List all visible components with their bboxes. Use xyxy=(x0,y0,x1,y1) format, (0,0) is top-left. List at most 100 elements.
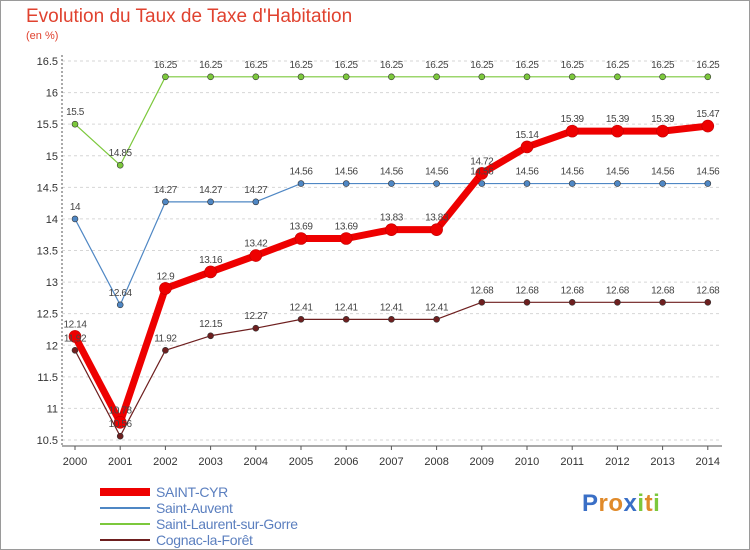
y-tick-label: 16 xyxy=(46,88,58,100)
data-point xyxy=(116,161,124,169)
data-label: 12.15 xyxy=(199,319,223,330)
data-point xyxy=(568,180,576,187)
data-label: 16.25 xyxy=(425,60,449,71)
data-label: 12.41 xyxy=(289,302,313,313)
data-point xyxy=(113,416,127,429)
data-label: 15.39 xyxy=(651,114,675,125)
series-cognac-la-for-t xyxy=(71,298,712,440)
data-point xyxy=(388,316,395,323)
data-point xyxy=(159,282,172,295)
data-point xyxy=(116,301,124,309)
legend-label: Saint-Auvent xyxy=(156,500,233,516)
data-point xyxy=(659,73,666,81)
data-point xyxy=(204,265,217,279)
data-label: 14.56 xyxy=(289,167,313,178)
data-point xyxy=(388,73,395,81)
data-point xyxy=(523,180,531,187)
y-tick-label: 12 xyxy=(46,340,58,352)
data-point xyxy=(433,316,440,323)
data-label: 14.56 xyxy=(515,167,539,178)
data-label: 16.25 xyxy=(335,60,359,71)
data-label: 15.5 xyxy=(66,107,85,118)
data-label: 16.25 xyxy=(561,60,585,71)
data-point xyxy=(430,223,443,236)
data-point xyxy=(249,249,263,262)
logo-letter: i xyxy=(637,490,645,517)
data-label: 15.39 xyxy=(606,114,630,125)
data-label: 13.69 xyxy=(289,221,313,232)
data-label: 12.64 xyxy=(109,288,133,299)
data-label: 12.41 xyxy=(335,302,359,313)
data-point xyxy=(252,73,260,81)
data-label: 14.56 xyxy=(696,167,720,178)
data-label: 15.47 xyxy=(696,109,720,120)
x-tick-label: 2011 xyxy=(560,456,584,468)
data-point xyxy=(656,124,669,138)
series-saint-laurent-sur-gorre xyxy=(71,73,712,169)
data-label: 12.41 xyxy=(425,302,449,313)
data-label: 14.27 xyxy=(244,185,268,196)
data-label: 12.68 xyxy=(696,285,720,296)
x-tick-label: 2010 xyxy=(515,456,539,468)
data-point xyxy=(162,73,169,81)
data-label: 15.14 xyxy=(515,130,539,141)
data-label: 14.27 xyxy=(199,185,223,196)
data-label: 14.56 xyxy=(380,167,404,178)
data-label: 12.27 xyxy=(244,311,268,322)
data-point xyxy=(704,73,712,81)
data-point xyxy=(71,120,79,128)
series-saint-auvent xyxy=(71,180,712,309)
data-label: 16.25 xyxy=(244,60,268,71)
data-label: 13.42 xyxy=(244,239,268,250)
data-point xyxy=(523,73,531,81)
data-label: 12.14 xyxy=(63,319,87,330)
data-point xyxy=(704,298,712,306)
data-label: 16.25 xyxy=(515,60,539,71)
data-label: 12.9 xyxy=(156,271,175,282)
x-tick-label: 2008 xyxy=(424,456,448,468)
data-label: 14.56 xyxy=(651,167,675,178)
data-label: 13.83 xyxy=(425,213,449,224)
chart-subtitle: (en %) xyxy=(26,30,59,42)
y-tick-label: 14.5 xyxy=(37,182,58,194)
data-point xyxy=(162,198,169,206)
data-point xyxy=(433,73,440,81)
data-label: 11.92 xyxy=(154,333,177,344)
data-point xyxy=(433,180,440,187)
data-point xyxy=(568,298,576,306)
data-point xyxy=(71,215,79,223)
x-tick-label: 2006 xyxy=(334,456,358,468)
data-point xyxy=(252,198,260,206)
data-label: 14.56 xyxy=(561,167,585,178)
proxiti-logo: Proxiti xyxy=(582,490,660,518)
data-point xyxy=(701,119,715,133)
data-point xyxy=(297,180,305,187)
data-point xyxy=(207,73,214,81)
data-point xyxy=(342,73,350,81)
data-label: 16.25 xyxy=(606,60,630,71)
x-tick-label: 2000 xyxy=(63,456,87,468)
data-label: 16.25 xyxy=(696,60,720,71)
x-tick-label: 2002 xyxy=(153,456,177,468)
grid xyxy=(62,60,722,441)
x-tick-label: 2012 xyxy=(605,456,629,468)
data-point xyxy=(339,232,353,245)
data-point xyxy=(388,180,395,187)
data-point xyxy=(297,73,305,81)
legend-item: Saint-Auvent xyxy=(100,500,298,516)
data-point xyxy=(659,180,666,187)
data-label: 14.85 xyxy=(109,148,133,159)
data-label: 16.25 xyxy=(199,60,223,71)
data-label: 14.27 xyxy=(154,185,178,196)
data-label: 13.69 xyxy=(335,221,359,232)
legend-swatch xyxy=(100,507,150,509)
legend-item: Cognac-la-Forêt xyxy=(100,532,298,548)
data-point xyxy=(252,324,260,332)
x-tick-label: 2014 xyxy=(696,456,720,468)
x-tick-label: 2001 xyxy=(108,456,132,468)
chart-title: Evolution du Taux de Taxe d'Habitation xyxy=(26,6,353,27)
legend-label: Cognac-la-Forêt xyxy=(156,532,253,548)
logo-letter: o xyxy=(608,490,624,517)
data-label: 16.25 xyxy=(470,60,494,71)
